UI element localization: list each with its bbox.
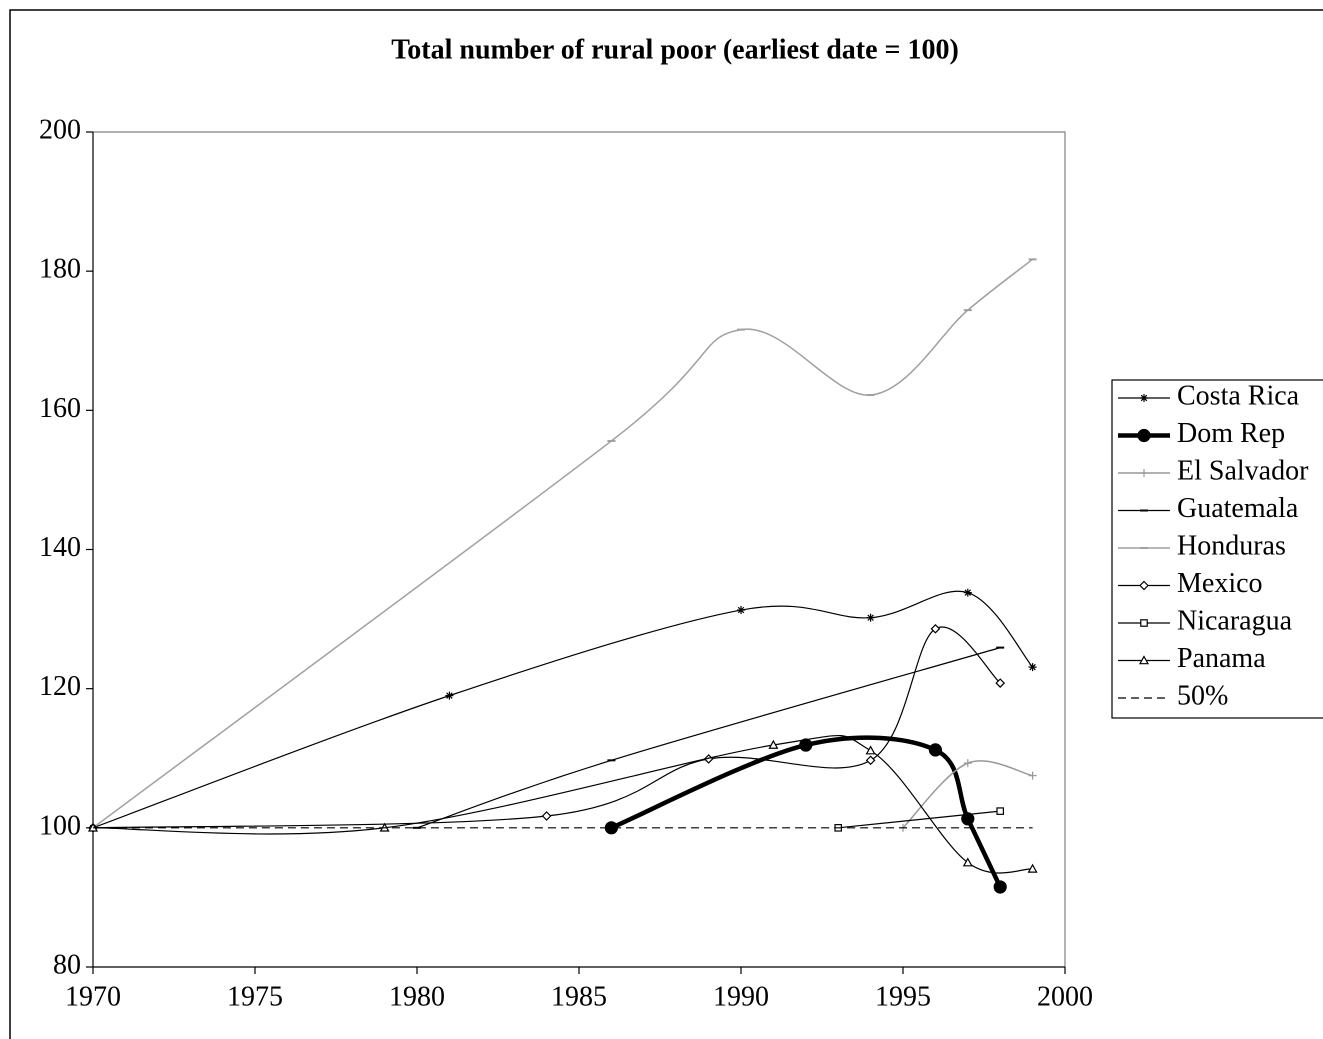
x-tick-label: 1975 xyxy=(227,981,283,1012)
y-tick-label: 140 xyxy=(39,532,81,563)
legend-label: Dom Rep xyxy=(1177,418,1285,449)
legend-label: Costa Rica xyxy=(1177,380,1300,411)
marker xyxy=(445,691,454,700)
marker xyxy=(799,738,813,752)
y-tick-label: 100 xyxy=(39,810,81,841)
y-tick-label: 160 xyxy=(39,393,81,424)
marker xyxy=(963,588,972,597)
y-tick-label: 200 xyxy=(39,114,81,145)
marker xyxy=(1137,428,1151,443)
marker xyxy=(1138,655,1150,665)
x-tick-label: 1990 xyxy=(713,981,769,1012)
x-tick-label: 1970 xyxy=(65,981,121,1012)
marker xyxy=(962,857,973,867)
marker xyxy=(1140,394,1148,402)
marker xyxy=(930,623,941,634)
series-line xyxy=(838,810,1001,829)
y-tick-label: 120 xyxy=(39,671,81,702)
marker xyxy=(1028,663,1037,672)
x-tick-label: 2000 xyxy=(1037,981,1093,1012)
marker xyxy=(1140,469,1148,477)
marker xyxy=(865,755,876,766)
legend-label: Honduras xyxy=(1177,530,1286,561)
plot-border xyxy=(93,131,1066,967)
legend-label: Guatemala xyxy=(1177,493,1299,524)
marker xyxy=(1139,580,1149,591)
series-line xyxy=(92,258,1034,829)
marker xyxy=(928,743,943,757)
marker xyxy=(541,811,552,821)
legend-label: Panama xyxy=(1177,643,1266,674)
series-line xyxy=(610,735,1003,888)
marker xyxy=(1027,863,1038,873)
series-line xyxy=(416,647,1001,829)
marker xyxy=(996,807,1005,815)
marker xyxy=(963,759,972,768)
x-tick-label: 1995 xyxy=(875,981,931,1012)
marker xyxy=(1028,771,1037,780)
chart-title: Total number of rural poor (earliest dat… xyxy=(391,34,959,65)
frame xyxy=(9,9,1323,1039)
y-tick-label: 80 xyxy=(53,949,81,980)
marker xyxy=(737,606,745,615)
marker xyxy=(866,613,875,622)
marker xyxy=(865,745,876,755)
marker xyxy=(961,812,975,826)
marker xyxy=(768,739,779,749)
marker xyxy=(993,880,1007,894)
x-tick-label: 1980 xyxy=(389,981,445,1012)
series-line xyxy=(92,735,1033,874)
legend-label: Mexico xyxy=(1177,568,1263,599)
legend-label: 50% xyxy=(1177,680,1228,711)
x-tick-label: 1985 xyxy=(551,981,607,1012)
marker xyxy=(1140,619,1148,627)
y-tick-label: 180 xyxy=(39,254,81,285)
marker xyxy=(995,678,1006,688)
legend-label: Nicaragua xyxy=(1177,605,1293,636)
legend-label: El Salvador xyxy=(1177,455,1309,486)
